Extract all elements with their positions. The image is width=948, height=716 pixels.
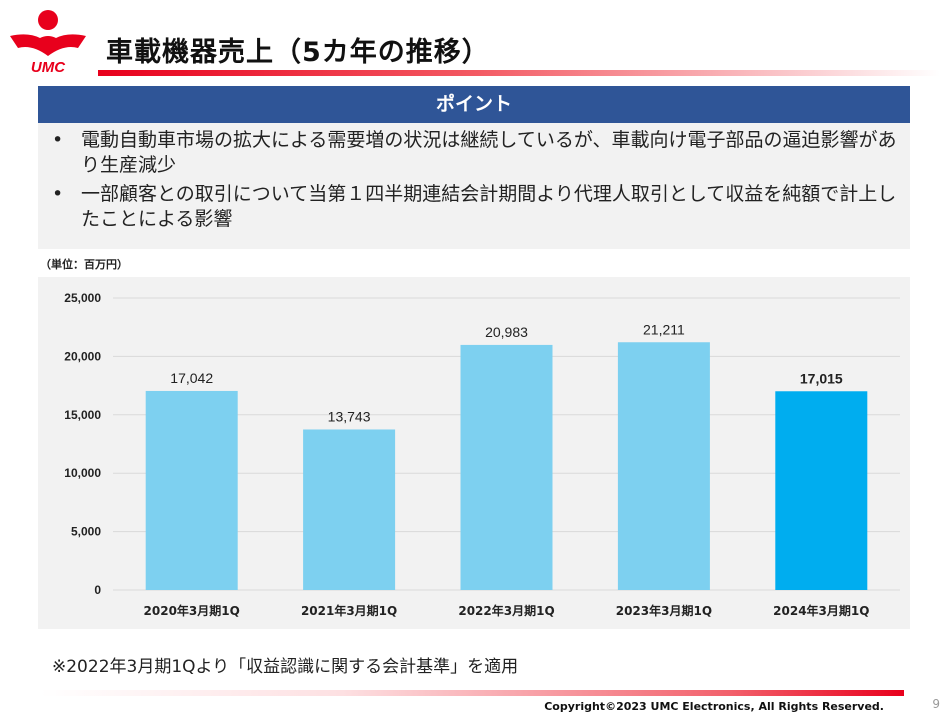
footnote: ※2022年3月期1Qより「収益認識に関する会計基準」を適用 (52, 657, 519, 677)
bullet-text: 電動自動車市場の拡大による需要増の状況は継続しているが、車載向け電子部品の逼迫影… (81, 129, 897, 176)
logo-wings (10, 34, 86, 56)
bullet-item: • 一部顧客との取引について当第１四半期連結会計期間より代理人取引として収益を純額… (50, 182, 900, 232)
bullet-dot: • (52, 183, 64, 205)
point-box: ポイント • 電動自動車市場の拡大による需要増の状況は継続しているが、車載向け電子… (38, 86, 910, 249)
y-tick-label: 20,000 (64, 349, 101, 363)
x-tick-label: 2024年3月期1Q (773, 603, 869, 618)
point-heading: ポイント (38, 86, 910, 123)
x-tick-label: 2020年3月期1Q (144, 603, 240, 618)
bar (303, 429, 396, 590)
bar-chart: 0 5,000 10,000 15,000 20,000 25,000 17,042 2020… (64, 291, 900, 618)
bullet-dot: • (52, 129, 64, 151)
x-tick-label: 2023年3月期1Q (616, 603, 712, 618)
y-tick-label: 0 (94, 583, 101, 597)
data-label: 17,042 (170, 370, 213, 386)
data-label: 21,211 (643, 321, 685, 337)
bar (460, 344, 553, 590)
y-tick-label: 5,000 (71, 525, 101, 539)
x-tick-label: 2022年3月期1Q (458, 603, 554, 618)
y-tick-label: 10,000 (64, 466, 101, 480)
bullet-text: 一部顧客との取引について当第１四半期連結会計期間より代理人取引として収益を純額で… (81, 183, 897, 230)
bar (617, 342, 710, 590)
unit-label: （単位：百万円） (40, 258, 128, 271)
footer-bar (40, 690, 904, 696)
company-logo: UMC (6, 4, 90, 76)
bar (145, 390, 238, 590)
page-number: 9 (932, 697, 940, 711)
data-label: 17,015 (800, 370, 843, 386)
data-label: 20,983 (485, 324, 528, 340)
bar (775, 391, 868, 590)
x-tick-label: 2021年3月期1Q (301, 603, 397, 618)
logo-text: UMC (31, 59, 66, 76)
title-underline (98, 70, 940, 76)
bullet-item: • 電動自動車市場の拡大による需要増の状況は継続しているが、車載向け電子部品の逼迫… (50, 128, 900, 178)
chart-panel: 0 5,000 10,000 15,000 20,000 25,000 17,042 2020… (38, 277, 910, 629)
y-tick-label: 15,000 (64, 408, 101, 422)
y-tick-label: 25,000 (64, 291, 101, 305)
page-title: 車載機器売上（5カ年の推移） (106, 37, 490, 68)
copyright: Copyright©2023 UMC Electronics, All Righ… (544, 700, 884, 713)
point-bullets: • 電動自動車市場の拡大による需要増の状況は継続しているが、車載向け電子部品の逼迫… (38, 123, 910, 232)
logo-circle (38, 10, 58, 30)
data-label: 13,743 (328, 408, 371, 424)
